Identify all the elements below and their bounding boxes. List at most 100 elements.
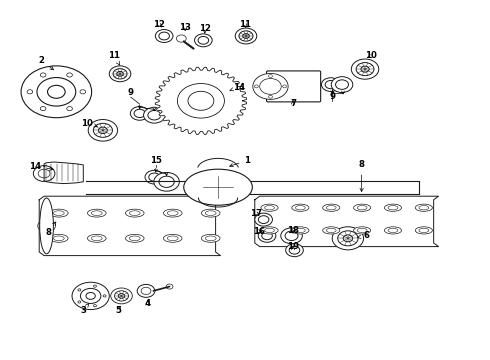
- Text: 7: 7: [290, 99, 296, 108]
- Ellipse shape: [125, 209, 144, 217]
- Ellipse shape: [88, 234, 106, 242]
- Ellipse shape: [415, 227, 432, 234]
- Circle shape: [177, 84, 224, 118]
- Polygon shape: [155, 67, 246, 134]
- Circle shape: [145, 170, 164, 184]
- Text: 13: 13: [179, 22, 191, 31]
- Ellipse shape: [323, 204, 340, 211]
- Polygon shape: [255, 196, 439, 247]
- Ellipse shape: [92, 211, 102, 215]
- Text: 6: 6: [358, 231, 369, 240]
- Polygon shape: [39, 196, 220, 256]
- Text: 11: 11: [239, 20, 251, 29]
- Text: 3: 3: [80, 303, 89, 315]
- Circle shape: [21, 66, 92, 118]
- Ellipse shape: [323, 227, 340, 234]
- Ellipse shape: [201, 209, 220, 217]
- Text: 14: 14: [29, 162, 53, 171]
- Ellipse shape: [292, 227, 309, 234]
- Ellipse shape: [326, 228, 336, 233]
- Text: 2: 2: [39, 56, 53, 70]
- Text: 15: 15: [150, 156, 162, 165]
- Ellipse shape: [129, 236, 140, 241]
- Ellipse shape: [261, 204, 278, 211]
- Ellipse shape: [53, 211, 64, 215]
- Circle shape: [351, 59, 379, 79]
- Ellipse shape: [205, 211, 216, 215]
- Ellipse shape: [53, 236, 64, 241]
- Ellipse shape: [419, 206, 429, 210]
- Ellipse shape: [353, 204, 370, 211]
- Text: 5: 5: [116, 306, 122, 315]
- Circle shape: [154, 172, 179, 191]
- Text: 17: 17: [250, 209, 262, 217]
- Ellipse shape: [92, 236, 102, 241]
- Ellipse shape: [164, 234, 182, 242]
- Circle shape: [130, 107, 149, 120]
- Ellipse shape: [385, 204, 402, 211]
- Ellipse shape: [205, 236, 216, 241]
- Ellipse shape: [265, 228, 274, 233]
- Ellipse shape: [357, 228, 367, 233]
- Ellipse shape: [419, 228, 429, 233]
- Ellipse shape: [201, 234, 220, 242]
- Ellipse shape: [49, 209, 68, 217]
- Text: 1: 1: [230, 156, 250, 167]
- Polygon shape: [86, 181, 218, 194]
- Polygon shape: [218, 181, 419, 194]
- Circle shape: [88, 120, 118, 141]
- Ellipse shape: [385, 227, 402, 234]
- Circle shape: [111, 288, 132, 304]
- Text: 12: 12: [153, 20, 165, 29]
- Ellipse shape: [168, 211, 178, 215]
- Text: 8: 8: [359, 161, 365, 192]
- Ellipse shape: [184, 169, 252, 205]
- Circle shape: [235, 28, 257, 44]
- Circle shape: [332, 227, 364, 250]
- Text: 18: 18: [287, 226, 299, 235]
- Circle shape: [281, 228, 302, 244]
- Ellipse shape: [129, 211, 140, 215]
- Text: 9: 9: [329, 92, 335, 101]
- Ellipse shape: [125, 234, 144, 242]
- Text: 10: 10: [81, 118, 97, 127]
- Text: 14: 14: [230, 83, 245, 91]
- Ellipse shape: [265, 206, 274, 210]
- Polygon shape: [44, 162, 83, 184]
- Circle shape: [144, 107, 165, 123]
- Circle shape: [253, 73, 288, 99]
- Ellipse shape: [388, 228, 398, 233]
- Circle shape: [286, 244, 303, 257]
- Circle shape: [255, 213, 272, 226]
- Text: 12: 12: [199, 24, 211, 33]
- Circle shape: [33, 166, 55, 181]
- Ellipse shape: [295, 206, 305, 210]
- Ellipse shape: [295, 228, 305, 233]
- Circle shape: [137, 284, 155, 297]
- Text: 9: 9: [128, 88, 134, 97]
- Circle shape: [109, 66, 131, 82]
- Text: 16: 16: [253, 227, 265, 236]
- Ellipse shape: [357, 206, 367, 210]
- Ellipse shape: [168, 236, 178, 241]
- Ellipse shape: [164, 209, 182, 217]
- Ellipse shape: [388, 206, 398, 210]
- Circle shape: [155, 30, 173, 42]
- Text: 11: 11: [108, 51, 120, 66]
- Ellipse shape: [292, 204, 309, 211]
- Ellipse shape: [261, 227, 278, 234]
- Ellipse shape: [88, 209, 106, 217]
- Text: 19: 19: [287, 242, 299, 251]
- Circle shape: [258, 229, 276, 242]
- Circle shape: [195, 34, 212, 47]
- Text: 8: 8: [45, 222, 56, 237]
- Circle shape: [72, 282, 109, 310]
- Ellipse shape: [40, 198, 53, 254]
- Circle shape: [176, 35, 186, 42]
- Text: 10: 10: [366, 51, 377, 60]
- Ellipse shape: [326, 206, 336, 210]
- Text: 4: 4: [145, 299, 151, 307]
- FancyBboxPatch shape: [267, 71, 320, 102]
- Ellipse shape: [415, 204, 432, 211]
- Circle shape: [331, 77, 353, 93]
